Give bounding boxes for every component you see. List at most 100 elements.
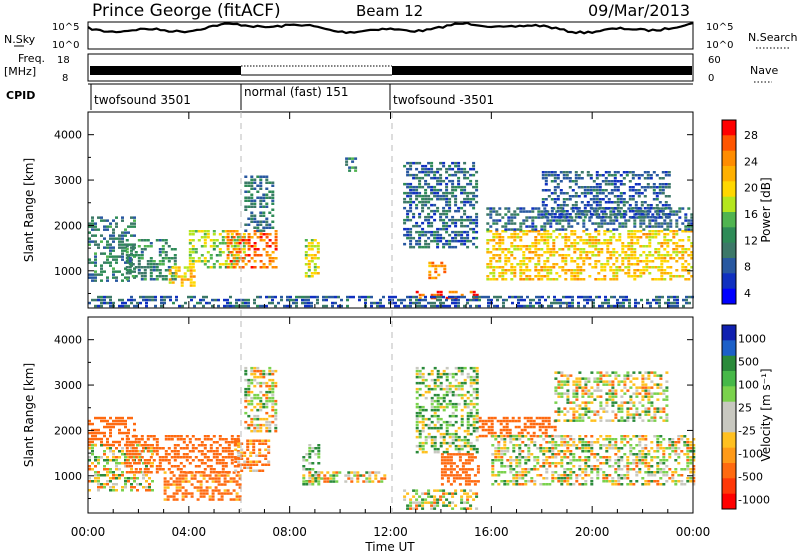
heatmap-cell bbox=[592, 304, 595, 308]
heatmap-cell bbox=[421, 504, 425, 507]
heatmap-cell bbox=[451, 441, 455, 445]
heatmap-cell bbox=[509, 462, 513, 465]
heatmap-cell bbox=[519, 248, 523, 251]
heatmap-cell bbox=[569, 468, 573, 471]
heatmap-cell bbox=[220, 492, 224, 495]
heatmap-cell bbox=[351, 160, 355, 163]
heatmap-cell bbox=[451, 173, 455, 177]
heatmap-cell bbox=[418, 393, 422, 397]
heatmap-cell bbox=[540, 254, 544, 257]
heatmap-cell bbox=[487, 431, 491, 435]
heatmap-cell bbox=[497, 441, 501, 444]
heatmap-cell bbox=[253, 366, 257, 370]
heatmap-cell bbox=[460, 423, 464, 427]
heatmap-cell bbox=[597, 242, 601, 245]
heatmap-cell bbox=[181, 498, 185, 501]
heatmap-cell bbox=[607, 304, 610, 308]
heatmap-cell bbox=[305, 453, 309, 456]
heatmap-cell bbox=[433, 301, 436, 305]
heatmap-cell bbox=[475, 507, 479, 510]
heatmap-cell bbox=[128, 266, 132, 269]
heatmap-cell bbox=[469, 384, 473, 388]
heatmap-cell bbox=[212, 239, 216, 242]
heatmap-cell bbox=[136, 489, 139, 492]
heatmap-cell bbox=[274, 426, 278, 430]
heatmap-cell bbox=[377, 480, 381, 483]
heatmap-cell bbox=[451, 411, 455, 415]
heatmap-cell bbox=[578, 447, 582, 450]
heatmap-cell bbox=[467, 468, 471, 471]
heatmap-cell bbox=[475, 387, 479, 391]
heatmap-cell bbox=[528, 257, 532, 260]
heatmap-cell bbox=[256, 369, 260, 373]
heatmap-cell bbox=[203, 242, 207, 245]
heatmap-cell bbox=[544, 174, 548, 177]
heatmap-cell bbox=[310, 295, 313, 299]
heatmap-cell bbox=[445, 393, 449, 397]
heatmap-cell bbox=[584, 465, 588, 468]
heatmap-cell bbox=[409, 188, 413, 192]
heatmap-cell bbox=[628, 186, 632, 189]
heatmap-cell bbox=[554, 477, 558, 480]
heatmap-cell bbox=[501, 230, 505, 233]
heatmap-cell bbox=[501, 216, 505, 219]
heatmap-cell bbox=[137, 239, 141, 242]
heatmap-cell bbox=[472, 405, 476, 409]
heatmap-cell bbox=[475, 393, 479, 397]
heatmap-cell bbox=[512, 444, 516, 447]
heatmap-cell bbox=[469, 366, 473, 370]
heatmap-cell bbox=[100, 267, 103, 270]
heatmap-cell bbox=[672, 248, 676, 251]
heatmap-cell bbox=[681, 222, 685, 225]
heatmap-cell bbox=[265, 236, 269, 239]
heatmap-cell bbox=[91, 450, 94, 453]
heatmap-cell bbox=[238, 474, 242, 477]
heatmap-cell bbox=[622, 216, 626, 219]
heatmap-cell bbox=[274, 242, 278, 245]
heatmap-cell bbox=[584, 474, 588, 477]
heatmap-cell bbox=[581, 447, 585, 450]
heatmap-cell bbox=[142, 298, 145, 302]
heatmap-cell bbox=[130, 298, 133, 302]
heatmap-cell bbox=[513, 239, 517, 242]
heatmap-cell bbox=[439, 417, 443, 421]
heatmap-cell bbox=[529, 301, 532, 305]
heatmap-cell bbox=[523, 422, 527, 426]
heatmap-cell bbox=[539, 444, 543, 447]
heatmap-cell bbox=[445, 426, 449, 430]
heatmap-cell bbox=[176, 435, 180, 438]
heatmap-cell bbox=[433, 176, 437, 180]
heatmap-cell bbox=[605, 474, 609, 477]
heatmap-cell bbox=[199, 474, 203, 477]
heatmap-cell bbox=[534, 263, 538, 266]
heatmap-cell bbox=[174, 275, 178, 278]
heatmap-cell bbox=[607, 192, 611, 195]
heatmap-cell bbox=[472, 206, 476, 210]
heatmap-cell bbox=[103, 237, 106, 240]
heatmap-cell bbox=[436, 450, 440, 454]
heatmap-cell bbox=[230, 462, 234, 465]
heatmap-cell bbox=[397, 304, 400, 308]
heatmap-cell bbox=[473, 456, 477, 459]
heatmap-cell bbox=[274, 369, 278, 373]
heatmap-cell bbox=[205, 480, 209, 483]
heatmap-cell bbox=[160, 298, 163, 302]
heatmap-cell bbox=[262, 304, 265, 308]
heatmap-cell bbox=[597, 233, 601, 236]
heatmap-cell bbox=[155, 447, 159, 450]
heatmap-cell bbox=[590, 477, 594, 480]
heatmap-cell bbox=[445, 304, 448, 308]
heatmap-cell bbox=[572, 456, 576, 459]
heatmap-cell bbox=[460, 233, 464, 237]
heatmap-cell bbox=[91, 225, 94, 228]
heatmap-cell bbox=[472, 378, 476, 382]
heatmap-cell bbox=[561, 248, 565, 251]
heatmap-cell bbox=[146, 462, 150, 465]
heatmap-cell bbox=[197, 257, 201, 260]
heatmap-cell bbox=[137, 254, 141, 257]
heatmap-cell bbox=[609, 222, 613, 225]
heatmap-cell bbox=[190, 495, 194, 498]
heatmap-cell bbox=[88, 440, 91, 444]
heatmap-cell bbox=[256, 196, 260, 199]
heatmap-cell bbox=[606, 251, 610, 254]
